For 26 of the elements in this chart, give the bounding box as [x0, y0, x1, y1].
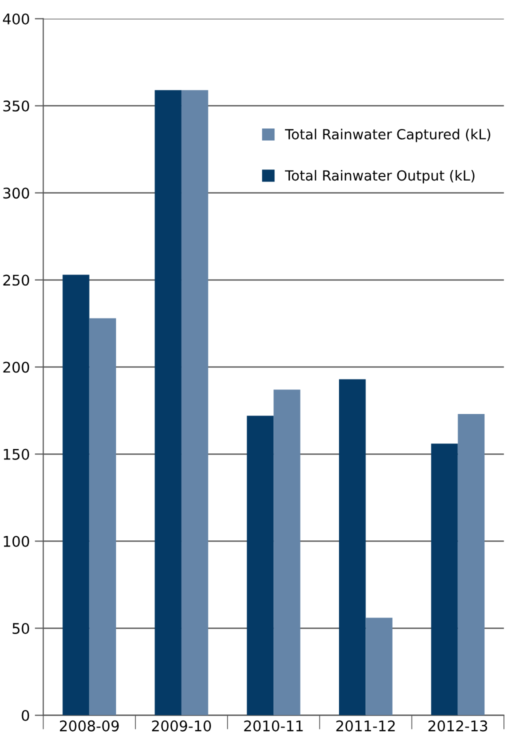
y-tick-label: 0 [22, 710, 30, 722]
x-tick-label: 2009-10 [152, 720, 211, 732]
bar [89, 318, 116, 716]
x-tick-label: 2008-09 [60, 720, 119, 732]
x-tick-label: 2012-13 [428, 720, 488, 732]
bar [366, 618, 392, 716]
bar [181, 90, 208, 716]
bar [339, 379, 366, 716]
bar [154, 90, 182, 716]
bar [246, 416, 274, 716]
bar [458, 414, 485, 716]
legend-label: Total Rainwater Captured (kL) [284, 128, 490, 142]
y-tick-label: 50 [12, 622, 30, 634]
y-tick-label: 400 [2, 13, 30, 24]
x-tick-label: 2011-12 [336, 720, 395, 732]
bar [274, 390, 300, 716]
y-tick-label: 350 [3, 100, 30, 112]
bar [62, 274, 90, 716]
legend-label: Total Rainwater Output (kL) [284, 170, 474, 184]
y-tick-label: 200 [3, 362, 30, 373]
y-tick-label: 150 [4, 448, 30, 460]
y-tick-label: 100 [4, 536, 30, 547]
x-tick-label: 2010-11 [244, 720, 303, 732]
y-tick-label: 300 [3, 188, 30, 199]
y-tick-label: 250 [3, 274, 30, 286]
bar [431, 444, 458, 716]
